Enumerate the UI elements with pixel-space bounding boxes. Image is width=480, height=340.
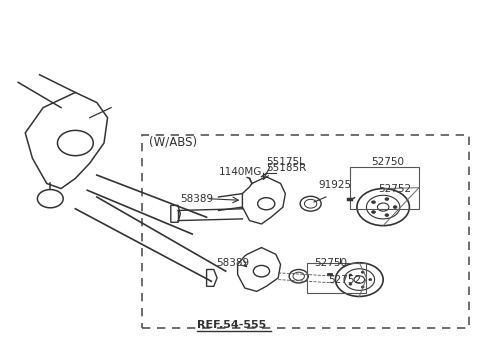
Circle shape (349, 283, 352, 285)
Text: 52752: 52752 (328, 275, 361, 285)
Circle shape (393, 206, 397, 208)
Circle shape (361, 286, 364, 288)
Text: REF.54-555: REF.54-555 (197, 320, 266, 330)
Bar (307, 263, 366, 293)
Bar (350, 167, 419, 209)
Circle shape (349, 274, 352, 276)
Circle shape (385, 198, 389, 200)
Circle shape (372, 201, 375, 203)
Text: (W/ABS): (W/ABS) (149, 135, 197, 148)
Text: 91925: 91925 (319, 180, 352, 190)
Text: 52750: 52750 (371, 156, 404, 167)
Text: 1140MG: 1140MG (218, 167, 262, 177)
Text: 55175L: 55175L (266, 156, 305, 167)
Bar (142, 135, 469, 328)
Text: 52752: 52752 (378, 184, 411, 193)
Circle shape (369, 278, 372, 280)
Circle shape (361, 271, 364, 273)
Text: 58389: 58389 (216, 258, 249, 268)
Circle shape (385, 214, 389, 217)
Text: 52750: 52750 (314, 258, 347, 268)
Text: 55185R: 55185R (266, 163, 307, 173)
Text: 58389: 58389 (180, 194, 214, 204)
Circle shape (372, 211, 375, 214)
